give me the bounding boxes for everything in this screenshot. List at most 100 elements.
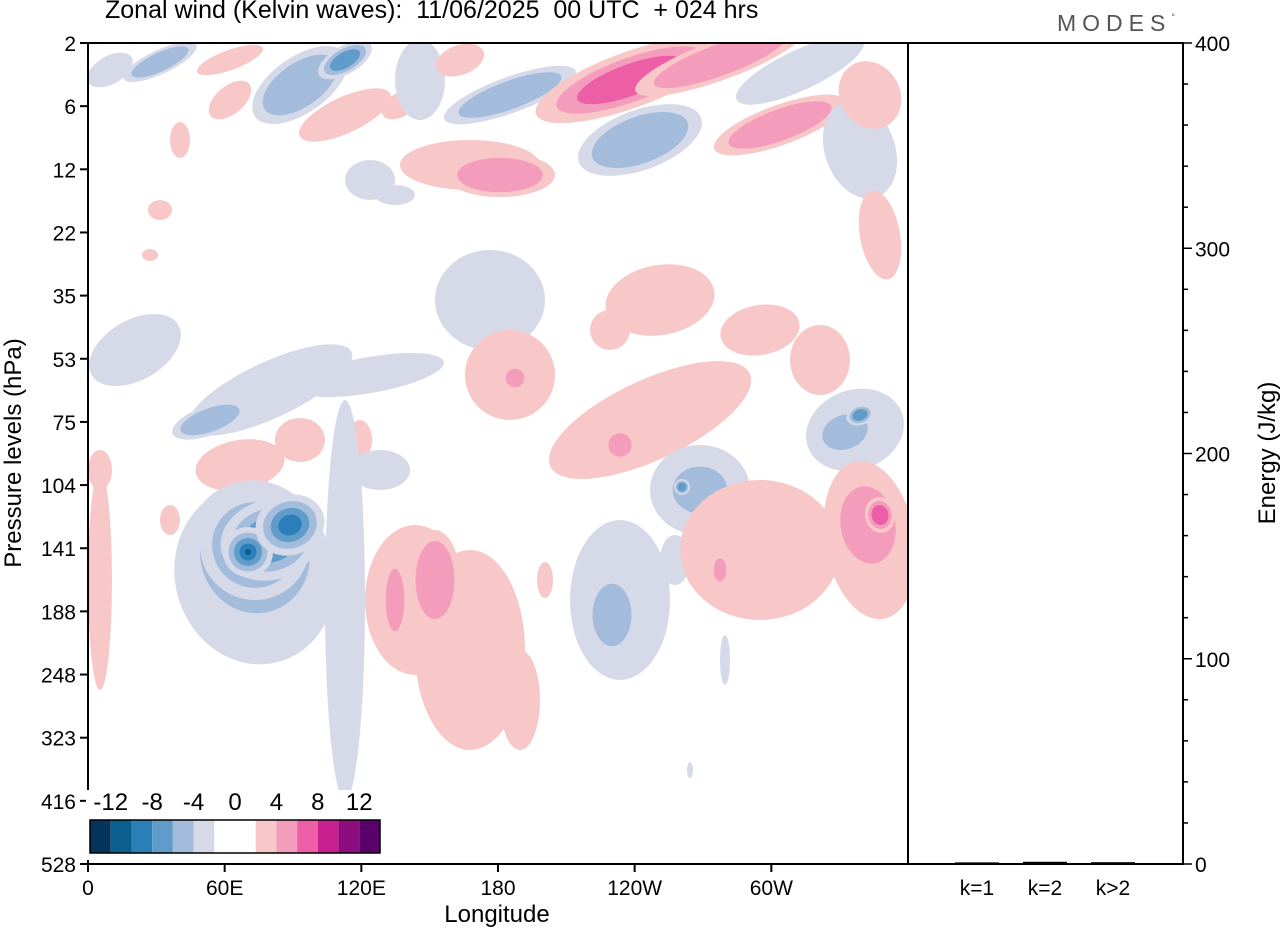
y-tick-label: 35: [53, 286, 76, 309]
westerly-contour: [275, 418, 325, 462]
category-label: k>2: [1096, 877, 1130, 900]
x-tick-label: 180: [480, 877, 515, 900]
y-tick-label: 22: [53, 222, 76, 245]
colorbar-label: 8: [311, 789, 324, 816]
colorbar-swatch: [131, 820, 153, 853]
easterly-contour: [720, 635, 730, 685]
wavenumber-labels: k=1 k=2 k>2: [960, 877, 1130, 900]
colorbar-swatch: [235, 820, 256, 853]
y-tick-label: 188: [41, 601, 76, 624]
westerly-contour: [385, 568, 405, 632]
colorbar-swatch: [172, 820, 194, 853]
easterly-contour: [329, 49, 361, 71]
westerly-contour: [148, 200, 172, 220]
westerly-contour: [608, 433, 632, 457]
easterly-contour: [278, 514, 302, 536]
colorbar-swatch: [359, 820, 380, 853]
category-label: k=2: [1028, 877, 1062, 900]
colorbar-label: 12: [346, 789, 373, 816]
westerly-contour: [170, 122, 190, 158]
westerly-contour: [160, 505, 180, 535]
westerly-contour: [435, 43, 485, 77]
y-tick-label: 53: [53, 349, 76, 372]
easterly-contour: [350, 450, 410, 490]
easterly-contour: [88, 52, 133, 88]
y-tick-label: 323: [41, 728, 76, 751]
energy-axis: 0 100 200 300 400: [1183, 33, 1230, 877]
colorbar-swatch: [193, 820, 215, 853]
colorbar-swatch: [110, 820, 132, 853]
energy-bar: [1091, 862, 1135, 864]
y-tick-label: 528: [41, 854, 76, 877]
easterly-contour: [591, 111, 689, 169]
heatmap-plot-area: [87, 42, 909, 865]
colorbar-swatch: [276, 820, 298, 853]
westerly-contour: [505, 368, 525, 388]
westerly-contour: [299, 88, 391, 142]
energy-bar: [1023, 861, 1067, 864]
easterly-contour: [180, 404, 240, 436]
energy-tick-label: 400: [1195, 33, 1230, 56]
colorbar-label: -4: [183, 789, 204, 816]
westerly-contour: [548, 361, 752, 479]
x-axis-title: Longitude: [444, 901, 549, 928]
colorbar-label: 4: [270, 789, 283, 816]
easterly-contour: [375, 185, 415, 205]
energy-bar-panel: [907, 42, 1184, 865]
x-tick-label: 60E: [206, 877, 243, 900]
colorbar-label: -12: [93, 789, 128, 816]
westerly-contour: [653, 43, 787, 89]
westerly-contour: [590, 310, 630, 350]
energy-bar: [955, 862, 999, 864]
westerly-contour: [790, 325, 850, 395]
brand-mark: °: [1171, 12, 1175, 22]
energy-tick-label: 300: [1195, 238, 1230, 261]
easterly-contour: [677, 482, 687, 492]
westerly-contour: [457, 157, 543, 193]
westerly-contour: [858, 190, 902, 280]
westerly-contour: [195, 439, 285, 491]
colorbar-swatch: [317, 820, 339, 853]
colorbar-swatch: [297, 820, 318, 853]
westerly-contour: [537, 562, 553, 598]
y-tick-label: 416: [41, 791, 76, 814]
colorbar-label: -8: [141, 789, 162, 816]
colorbar-swatch: [255, 820, 277, 853]
westerly-contour: [713, 558, 727, 582]
energy-axis-title: Energy (J/kg): [1254, 382, 1280, 525]
easterly-contour: [245, 549, 251, 555]
westerly-contour: [415, 541, 455, 619]
y-tick-label: 141: [41, 538, 76, 561]
westerly-contour: [196, 44, 264, 76]
energy-tick-label: 0: [1195, 854, 1207, 877]
x-tick-label: 60W: [750, 877, 793, 900]
westerly-contour: [710, 520, 810, 600]
westerly-contour: [142, 249, 158, 261]
easterly-contour: [325, 400, 365, 800]
westerly-contour: [720, 304, 800, 356]
easterly-contour: [395, 43, 445, 120]
colorbar-frame: [89, 819, 381, 854]
energy-tick-label: 200: [1195, 444, 1230, 467]
colorbar-legend: -12 -8 -4 0 4 8 12: [86, 789, 384, 860]
y-tick-label: 104: [41, 475, 76, 498]
westerly-contour: [728, 101, 832, 149]
y-tick-label: 2: [64, 33, 76, 56]
easterly-contour: [458, 72, 562, 118]
easterly-contour: [735, 43, 865, 105]
easterly-contour: [89, 313, 181, 387]
westerly-contour: [605, 264, 715, 336]
x-tick-label: 120E: [337, 877, 386, 900]
pressure-axis: 2 6 12 22 35 53 75 104 141 188 248 323 416 528: [41, 33, 88, 877]
brand-text: MODES: [1057, 10, 1172, 36]
y-tick-label: 6: [64, 96, 76, 119]
category-label: k=1: [960, 877, 994, 900]
westerly-contour: [88, 470, 112, 690]
westerly-contour: [838, 61, 902, 129]
energy-tick-label: 100: [1195, 649, 1230, 672]
colorbar-label: 0: [228, 789, 241, 816]
chart-title: Zonal wind (Kelvin waves): 11/06/2025 00…: [105, 0, 759, 24]
easterly-contour: [435, 250, 545, 350]
longitude-axis: 0 60E 120E 180 120W 60W: [82, 864, 793, 900]
